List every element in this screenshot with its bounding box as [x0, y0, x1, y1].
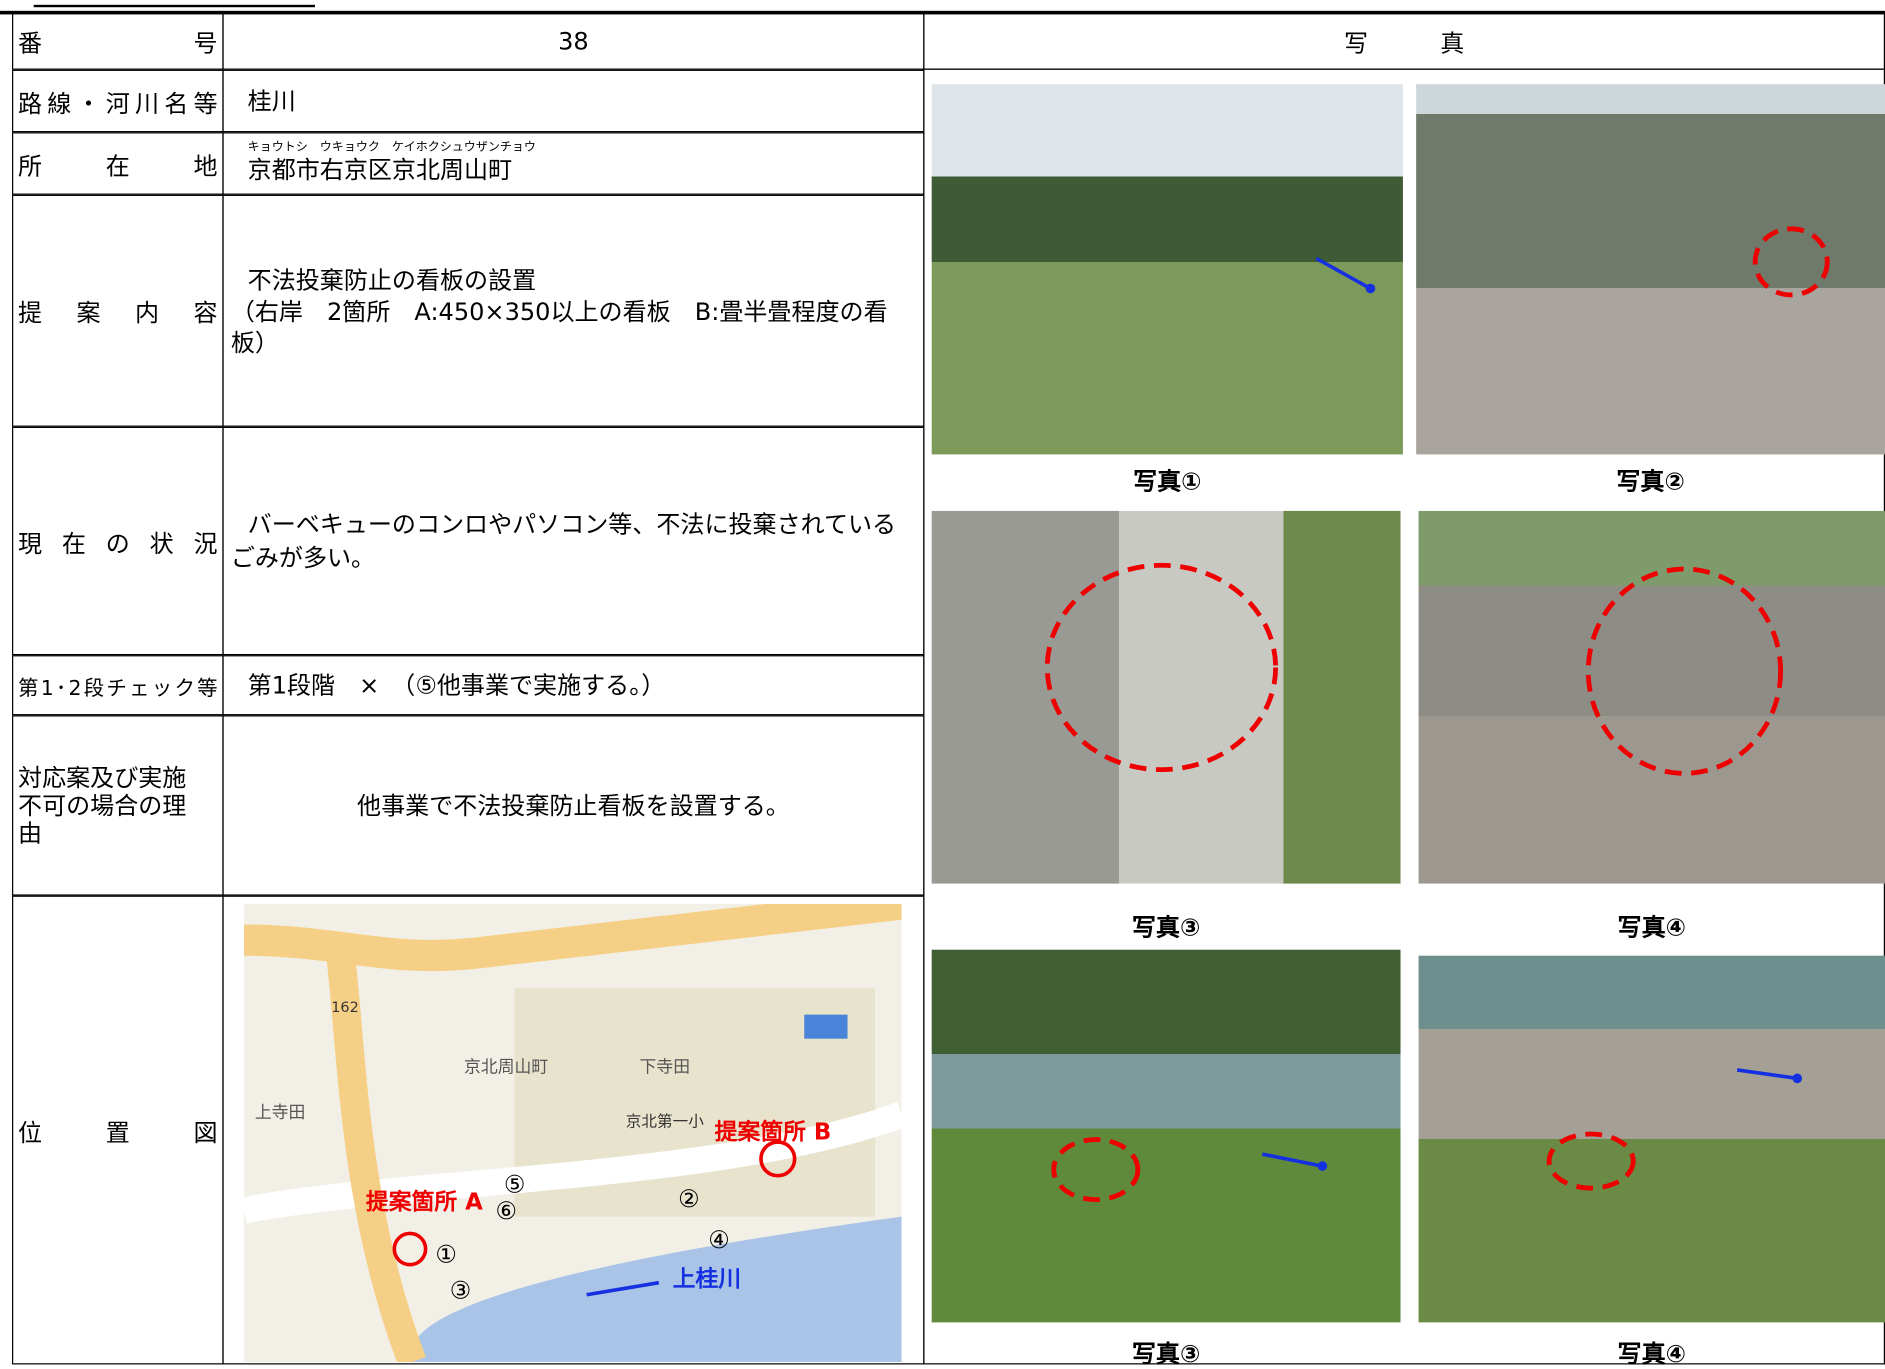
arrow-head — [1792, 1073, 1803, 1084]
photo-overlay — [1044, 562, 1279, 773]
value-text: 不法投棄防止の看板の設置 — [247, 265, 537, 294]
photo-caption: 写真③ — [1131, 1339, 1201, 1369]
value-text: 京都市右京区京北周山町 — [247, 155, 513, 184]
photo-caption: 写真② — [1616, 466, 1685, 496]
photo-overlay — [1752, 226, 1830, 298]
river — [410, 1216, 902, 1363]
photo-overlay — [1315, 256, 1376, 294]
row-label: 番号 — [12, 12, 224, 70]
row-value: 桂川 — [222, 69, 925, 133]
photo — [931, 510, 1401, 884]
map-label: 京北周山町 — [464, 1056, 548, 1076]
photo — [1418, 510, 1885, 884]
label-text: 対応案及び実施不可の場合の理由 — [18, 762, 187, 847]
flow-arrow — [586, 1280, 660, 1297]
photo — [931, 84, 1403, 455]
blue-arrow — [1736, 1068, 1798, 1081]
row-label: 提案内容 — [12, 194, 224, 427]
row-label: 対応案及び実施不可の場合の理由 — [12, 715, 224, 896]
value-text: 他事業で不法投棄防止看板を設置する。 — [357, 791, 790, 820]
label-text: 所在地 — [18, 150, 218, 180]
map-label: 提案箇所 A — [366, 1188, 483, 1215]
map-label: ③ — [450, 1276, 472, 1304]
road — [244, 1102, 902, 1224]
pool — [804, 1014, 848, 1039]
row-label: 第1･2段チェック等 — [12, 655, 224, 716]
reading: キョウトシ ウキョウク ケイホクシュウザンチョウ — [247, 140, 536, 154]
photo-caption: 写真④ — [1617, 912, 1687, 942]
row-label: 所在地 — [12, 132, 224, 195]
row-label: 現在の状況 — [12, 426, 224, 656]
row-value: 第1段階 × （⑤他事業で実施する。） — [222, 655, 925, 716]
value-text: 第1段階 × （⑤他事業で実施する。） — [247, 670, 666, 700]
map-label: ⑥ — [495, 1197, 517, 1225]
arrow-head — [1365, 283, 1376, 294]
photo-overlay — [1546, 1068, 1803, 1191]
value-text: バーベキューのコンロやパソコン等、不法に投棄されているごみが多い。 — [230, 509, 897, 573]
row-value: 他事業で不法投棄防止看板を設置する。 — [222, 715, 925, 896]
map-label: 提案箇所 B — [715, 1119, 832, 1146]
photo — [1418, 955, 1885, 1323]
label-text: 番号 — [18, 28, 218, 58]
arrow-head — [1317, 1161, 1328, 1171]
photo-caption: 写真① — [1133, 466, 1202, 496]
map-label: 上寺田 — [255, 1102, 305, 1122]
map-label: ① — [435, 1240, 457, 1268]
label-text: 路線・河川名等 — [18, 88, 218, 118]
row-value: 38 — [222, 12, 925, 70]
photo — [1416, 84, 1885, 455]
red-circle — [1546, 1131, 1636, 1191]
row-label: 路線・河川名等 — [12, 69, 224, 133]
row-value: 不法投棄防止の看板の設置 （右岸 2箇所 A:450×350以上の看板 B:畳半畳… — [222, 194, 925, 427]
red-circle — [1044, 562, 1279, 773]
map-label: 162 — [331, 1000, 359, 1016]
label-text: 第1･2段チェック等 — [18, 676, 218, 701]
red-circle — [1752, 226, 1830, 298]
map-label: 京北第一小 — [626, 1112, 704, 1130]
map-label: ⑤ — [504, 1171, 526, 1199]
map-label: 上桂川 — [673, 1266, 741, 1292]
photo — [931, 949, 1401, 1323]
label-text: 現在の状況 — [18, 528, 218, 558]
map-label: ④ — [708, 1226, 730, 1254]
photo-overlay — [1585, 566, 1784, 776]
red-circle — [1051, 1137, 1141, 1203]
row-value: キョウトシ ウキョウク ケイホクシュウザンチョウ 京都市右京区京北周山町 — [222, 132, 925, 195]
row-label: 位置図 — [12, 895, 224, 1365]
underline — [33, 4, 315, 8]
photos-header: 写 真 — [923, 12, 1885, 70]
row-value: バーベキューのコンロやパソコン等、不法に投棄されているごみが多い。 — [222, 426, 925, 656]
map-label: ② — [678, 1185, 700, 1213]
red-circle — [1585, 566, 1784, 776]
value-text: 38 — [558, 26, 589, 56]
photo-caption: 写真④ — [1617, 1339, 1687, 1369]
site-b — [759, 1140, 797, 1178]
row-value: 162 京北周山町 下寺田京北第一小 上寺田提案箇所 A 提案箇所 B 上桂川 ① ② ③ ④ ⑤ ⑥ — [222, 895, 925, 1365]
value-text: 桂川 — [247, 86, 296, 116]
map-label: 下寺田 — [640, 1056, 690, 1076]
road — [325, 950, 426, 1363]
label-text: 位置図 — [18, 1117, 218, 1147]
photo-overlay — [1051, 1137, 1328, 1203]
photo-caption: 写真③ — [1131, 912, 1201, 942]
road — [244, 904, 902, 972]
blue-arrow — [1261, 1152, 1323, 1168]
label-text: 提案内容 — [18, 298, 218, 327]
note-text: （右岸 2箇所 A:450×350以上の看板 B:畳半畳程度の看板） — [230, 296, 888, 357]
site-a — [392, 1231, 428, 1267]
blue-arrow — [1315, 256, 1372, 291]
